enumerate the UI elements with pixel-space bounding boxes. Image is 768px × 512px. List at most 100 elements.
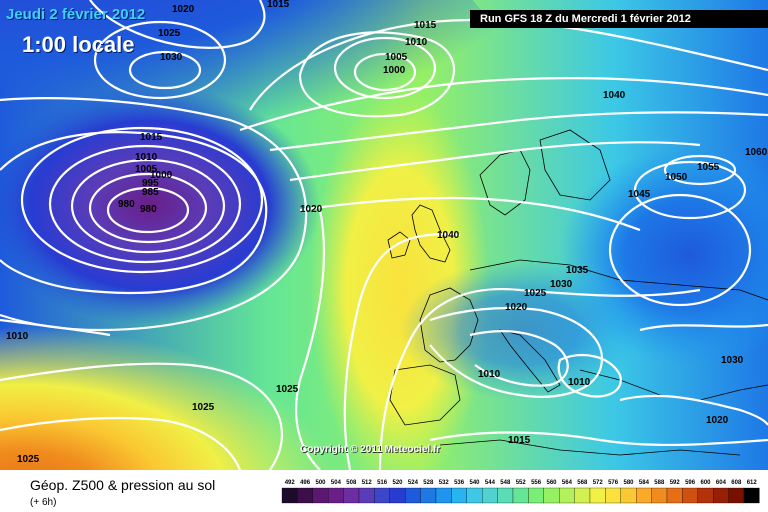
isobar-1010 [0,131,268,295]
isobar-1030-east [639,323,768,332]
isobar-1050 [633,160,747,220]
north-africa-coast [439,439,741,456]
southern-ridge [0,250,420,470]
label-1050: 1050 [665,172,688,183]
isobar-1015-south [429,431,768,447]
color-scale: 492 496 500 504 508 512 516 520 524 528 532 536 540 5… [281,480,760,504]
scale-color-swatch [728,487,745,504]
scale-tick-label: 524 [408,480,419,486]
scale-color-swatch [651,487,668,504]
label-1015-mid: 1015 [140,132,163,143]
scale-tick-label: 540 [469,480,480,486]
copyright-text: Copyright © 2011 Meteociel.fr [300,444,441,455]
isobar-1020-se [619,394,768,426]
scale-tick-label: 588 [654,480,665,486]
label-1025: 1025 [158,28,181,39]
scale-tick-label: 548 [500,480,511,486]
label-1010-med: 1010 [478,369,501,380]
scale-color-swatch [713,487,729,504]
scale-tick-label: 608 [731,480,742,486]
scale-tick-label: 580 [623,480,634,486]
label-1030: 1030 [160,52,183,63]
scale-color-swatch [358,487,375,504]
scale-tick-label: 560 [546,480,557,486]
isobar-1000 [48,144,242,264]
scale-color-swatch [559,487,575,504]
scale-tick-label: 564 [562,480,573,486]
label-1035: 1035 [566,265,589,276]
scale-tick-label: 516 [377,480,388,486]
isobar-arc-3 [289,141,701,182]
scale-color-swatch [605,487,621,504]
france-coast [419,287,479,363]
label-1040-uk: 1040 [437,230,460,241]
label-980-a: 980 [118,199,135,210]
label-1020-top: 1020 [172,4,195,15]
isobar-1030-ridge [343,233,461,470]
scale-tick-label: 512 [362,480,373,486]
scale-color-swatch [389,487,406,504]
label-1030-fr: 1030 [550,279,573,290]
label-980-b: 980 [140,204,157,215]
label-1005-east: 1005 [385,52,408,63]
scale-tick-label: 544 [485,480,496,486]
scale-color-swatch [497,487,514,504]
scale-color-swatch [466,487,483,504]
scale-color-swatch [528,487,544,504]
label-1025-mid: 1025 [276,384,299,395]
scale-color-swatch [574,487,591,504]
label-1000: 1000 [150,170,173,181]
run-banner: Run GFS 18 Z du Mercredi 1 février 2012 [470,10,768,28]
isobar-1000-east [353,52,417,92]
scale-tick-label: 576 [608,480,619,486]
isobar-1005 [20,126,264,274]
label-1005: 1005 [135,164,158,175]
scale-color-swatch [743,487,760,504]
scale-tick-label: 600 [700,480,711,486]
scale-tick-label: 584 [639,480,650,486]
scale-tick-label: 596 [685,480,696,486]
scale-color-swatch [328,487,344,504]
isobar-arc-2 [269,111,768,152]
label-1000-east: 1000 [383,65,406,76]
scale-color-swatch [482,487,498,504]
isobar-1055 [663,154,737,186]
isobars [0,0,768,470]
scale-color-swatch [451,487,467,504]
label-1025-fr: 1025 [524,288,547,299]
legend-panel: Géop. Z500 & pression au sol (+ 6h) 492 4… [0,470,768,512]
label-1055: 1055 [697,162,720,173]
scale-color-swatch [435,487,452,504]
isobar-1030 [128,50,202,90]
scale-color-swatch [666,487,683,504]
label-1010-it: 1010 [568,377,591,388]
scale-color-swatch [697,487,714,504]
scale-color-swatch [374,487,390,504]
isobar-1025-med [429,306,603,398]
label-1025-corner: 1025 [17,454,40,465]
scale-color-swatch [589,487,606,504]
scale-tick-label: 604 [716,480,727,486]
isobar-1045 [299,196,641,232]
label-1010-east: 1010 [405,37,428,48]
isobar-1010-west [0,318,111,337]
label-1025-sw: 1025 [192,402,215,413]
label-1045: 1045 [628,189,651,200]
scale-tick-label: 592 [670,480,681,486]
scale-color-swatch [512,487,529,504]
scale-color-swatch [405,487,421,504]
med-low [400,260,640,400]
scale-color-swatch [281,487,298,504]
isobar-1045-east [608,193,752,307]
scale-tick-label: 556 [531,480,542,486]
scale-tick-label: 568 [577,480,588,486]
scale-color-swatch [343,487,360,504]
map-canvas: 1020 1015 1025 1030 1010 1005 1000 995 9… [0,0,768,470]
label-1040-north: 1040 [603,90,626,101]
label-1030-east: 1030 [721,355,744,366]
isobar-995 [70,158,226,254]
legend-subtitle: (+ 6h) [30,497,57,508]
italy-coast [499,329,561,393]
isobar-1010-east [298,31,456,118]
scandinavia-coast [539,129,611,201]
